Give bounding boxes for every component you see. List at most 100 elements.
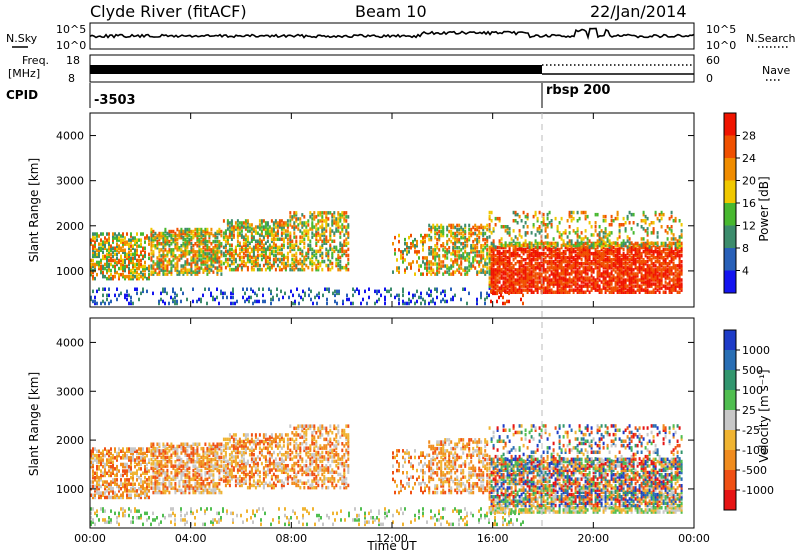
echo-cell bbox=[584, 229, 587, 233]
echo-cell bbox=[262, 299, 264, 304]
echo-cell bbox=[297, 227, 300, 231]
echo-cell bbox=[604, 235, 607, 239]
echo-cell bbox=[480, 225, 483, 230]
echo-cell bbox=[156, 272, 159, 276]
echo-cell bbox=[128, 293, 130, 298]
echo-cell bbox=[198, 237, 201, 242]
echo-cell bbox=[528, 253, 531, 258]
echo-cell bbox=[510, 288, 513, 292]
echo-cell bbox=[480, 270, 483, 274]
echo-cell bbox=[132, 473, 134, 478]
echo-cell bbox=[588, 239, 591, 243]
echo-cell bbox=[244, 245, 247, 250]
echo-cell bbox=[276, 287, 278, 291]
echo-cell bbox=[526, 243, 529, 247]
freq-label: Freq. bbox=[22, 54, 49, 67]
echo-cell bbox=[319, 253, 322, 258]
echo-cell bbox=[546, 253, 549, 258]
echo-cell bbox=[576, 233, 579, 237]
echo-cell bbox=[246, 247, 249, 252]
echo-cell bbox=[132, 475, 134, 480]
echo-cell bbox=[654, 270, 657, 274]
echo-cell bbox=[574, 272, 577, 276]
echo-cell bbox=[574, 264, 577, 268]
echo-cell bbox=[524, 282, 527, 286]
echo-cell bbox=[280, 267, 283, 272]
echo-cell bbox=[297, 247, 300, 252]
echo-cell bbox=[488, 210, 491, 215]
echo-cell bbox=[658, 282, 661, 286]
echo-cell bbox=[628, 266, 631, 270]
echo-cell bbox=[303, 241, 306, 245]
echo-cell bbox=[610, 270, 613, 274]
colorbar-tick-label: 20 bbox=[742, 175, 756, 188]
echo-cell bbox=[540, 239, 543, 243]
colorbar-tick-label: 8 bbox=[742, 242, 749, 255]
echo-cell bbox=[618, 276, 621, 280]
echo-cell bbox=[254, 229, 257, 233]
echo-cell bbox=[538, 264, 541, 268]
echo-cell bbox=[542, 262, 545, 266]
echo-cell bbox=[316, 301, 318, 306]
echo-cell bbox=[100, 268, 102, 273]
echo-cell bbox=[440, 244, 443, 248]
echo-cell bbox=[346, 297, 348, 302]
echo-cell bbox=[650, 249, 653, 254]
echo-cell bbox=[610, 278, 613, 282]
echo-cell bbox=[204, 260, 207, 264]
echo-cell bbox=[598, 241, 601, 246]
echo-cell bbox=[660, 270, 663, 274]
echo-cell bbox=[672, 258, 675, 262]
echo-cell bbox=[289, 211, 292, 215]
echo-cell bbox=[176, 246, 179, 250]
echo-cell bbox=[216, 231, 219, 236]
echo-cell bbox=[602, 219, 605, 223]
echo-cell bbox=[122, 264, 124, 269]
echo-cell bbox=[301, 225, 304, 229]
echo-cell bbox=[632, 221, 635, 225]
echo-cell bbox=[630, 245, 633, 250]
echo-cell bbox=[428, 266, 431, 270]
echo-cell bbox=[104, 462, 106, 467]
echo-cell bbox=[542, 288, 545, 292]
echo-cell bbox=[570, 241, 573, 246]
echo-cell bbox=[550, 225, 553, 229]
echo-cell bbox=[174, 231, 177, 236]
echo-cell bbox=[572, 276, 575, 280]
echo-cell bbox=[242, 259, 245, 264]
echo-cell bbox=[442, 297, 444, 302]
echo-cell bbox=[442, 289, 444, 294]
echo-cell bbox=[662, 258, 665, 262]
echo-cell bbox=[258, 299, 260, 304]
echo-cell bbox=[446, 233, 449, 238]
echo-cell bbox=[176, 237, 179, 242]
echo-cell bbox=[668, 266, 671, 270]
echo-cell bbox=[474, 250, 477, 254]
echo-cell bbox=[118, 266, 120, 271]
echo-cell bbox=[140, 486, 142, 491]
echo-cell bbox=[196, 231, 199, 236]
echo-cell bbox=[402, 287, 404, 291]
echo-cell bbox=[464, 229, 467, 234]
echo-cell bbox=[309, 239, 312, 243]
echo-cell bbox=[590, 262, 593, 266]
echo-cell bbox=[660, 280, 663, 284]
echo-cell bbox=[154, 246, 157, 250]
echo-cell bbox=[242, 241, 245, 245]
echo-cell bbox=[130, 475, 132, 480]
echo-cell bbox=[424, 299, 426, 304]
echo-cell bbox=[564, 290, 567, 294]
echo-cell bbox=[190, 258, 193, 262]
echo-cell bbox=[674, 286, 677, 290]
echo-cell bbox=[156, 260, 159, 264]
echo-cell bbox=[280, 253, 283, 258]
echo-cell bbox=[574, 260, 577, 264]
echo-cell bbox=[236, 263, 239, 268]
echo-cell bbox=[293, 223, 296, 227]
echo-cell bbox=[264, 253, 267, 258]
echo-cell bbox=[216, 252, 219, 256]
echo-cell bbox=[536, 249, 539, 254]
echo-cell bbox=[138, 467, 140, 471]
echo-cell bbox=[652, 221, 655, 225]
